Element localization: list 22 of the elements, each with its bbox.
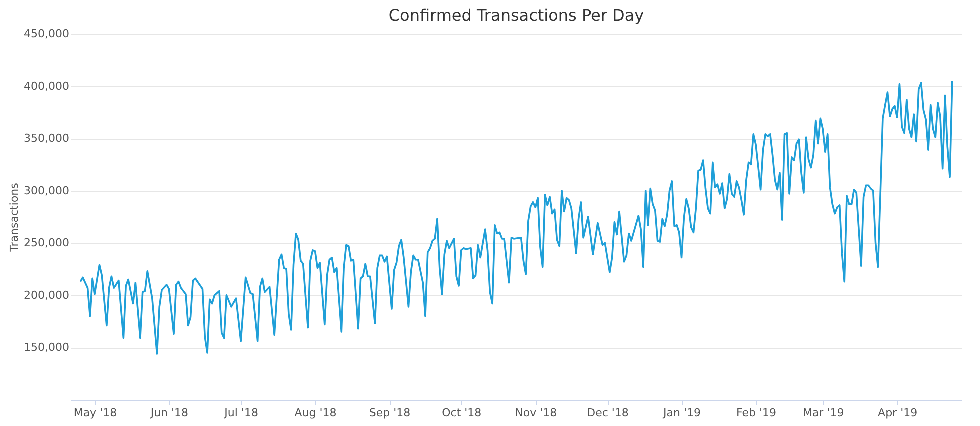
y-tick-label: 400,000 [24, 80, 70, 93]
y-tick-label: 450,000 [24, 28, 70, 40]
y-tick-label: 350,000 [24, 132, 70, 146]
y-tick-label: 300,000 [24, 184, 70, 198]
x-tick-label: Oct '18 [442, 406, 482, 420]
x-tick-label: Aug '18 [294, 406, 337, 420]
x-tick-label: Mar '19 [802, 406, 844, 420]
x-tick-label: Dec '18 [587, 406, 629, 420]
x-tick-label: May '18 [74, 406, 118, 420]
x-tick-label: Jul '18 [224, 406, 258, 420]
x-tick-label: Jun '18 [150, 406, 189, 420]
y-tick-label: 150,000 [24, 341, 70, 354]
x-tick-label: Feb '19 [736, 406, 777, 420]
x-tick-label: Nov '18 [515, 406, 558, 420]
y-axis-title: Transactions [8, 182, 22, 253]
x-tick-label: Apr '19 [878, 406, 918, 420]
y-tick-label: 200,000 [24, 288, 70, 302]
y-tick-label: 250,000 [24, 236, 70, 250]
x-tick-label: Sep '18 [369, 406, 411, 420]
line-series [80, 80, 954, 355]
chart-title: Confirmed Transactions Per Day [388, 6, 644, 25]
x-tick-label: Jan '19 [662, 406, 702, 420]
